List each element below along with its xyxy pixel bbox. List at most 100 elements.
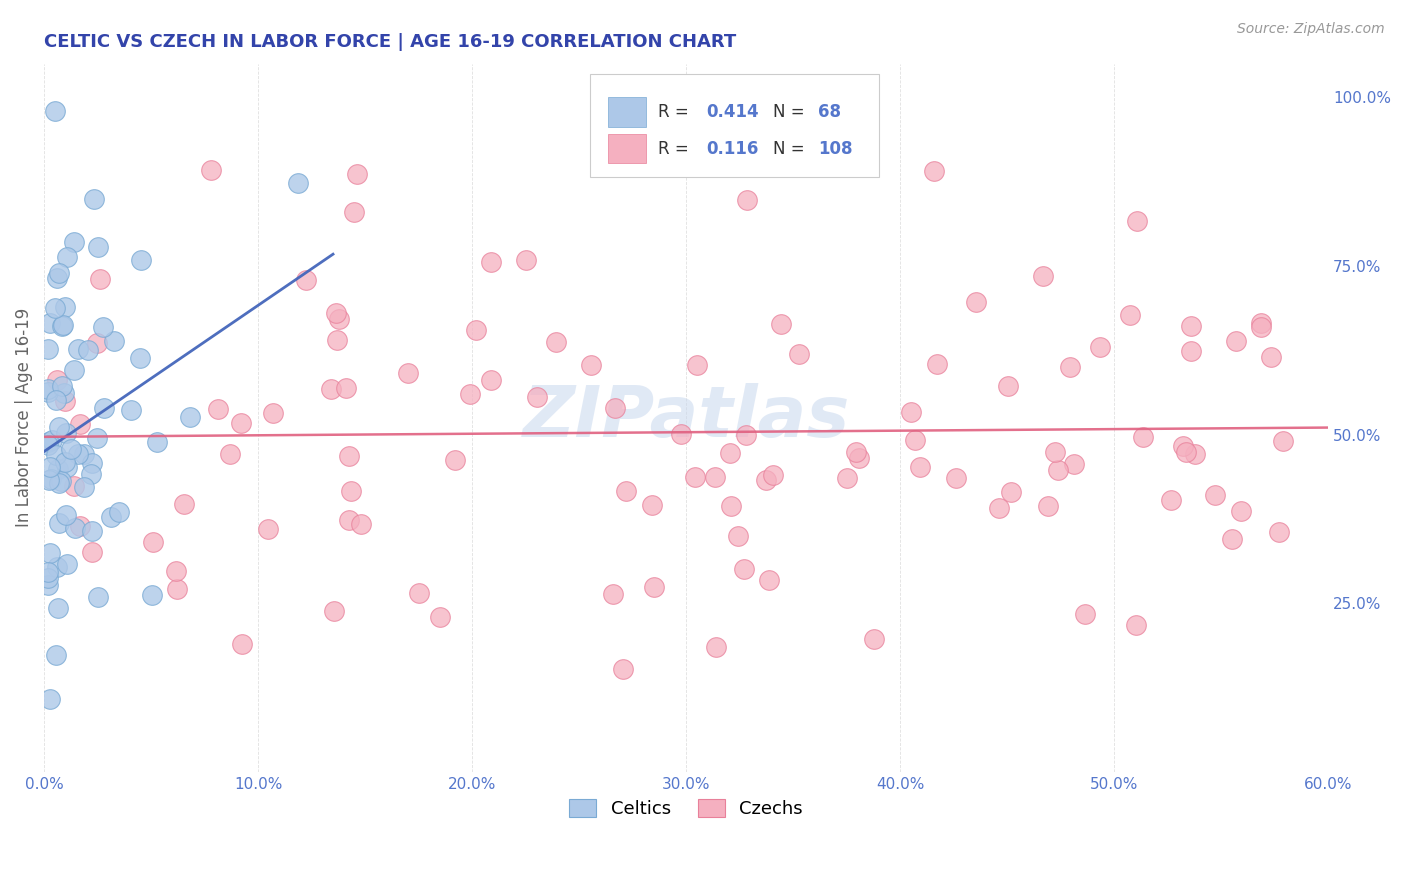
- Point: [328, 311, 350, 326]
- Point: [762, 467, 785, 482]
- FancyBboxPatch shape: [607, 97, 647, 127]
- Point: [845, 444, 868, 458]
- Point: [515, 252, 537, 267]
- Point: [908, 459, 931, 474]
- Point: [900, 405, 922, 419]
- Point: [52, 318, 75, 333]
- Point: [326, 334, 349, 348]
- Point: [1205, 488, 1227, 502]
- Point: [322, 604, 344, 618]
- Text: R =: R =: [658, 139, 695, 158]
- Point: [614, 484, 637, 499]
- Point: [770, 317, 793, 331]
- Point: [1160, 493, 1182, 508]
- Point: [165, 564, 187, 578]
- Point: [41, 434, 63, 448]
- Text: CELTIC VS CZECH IN LABOR FORCE | AGE 16-19 CORRELATION CHART: CELTIC VS CZECH IN LABOR FORCE | AGE 16-…: [44, 33, 737, 51]
- Point: [350, 516, 373, 531]
- Point: [997, 379, 1019, 393]
- Point: [37, 565, 59, 579]
- Point: [45, 448, 67, 462]
- Point: [396, 366, 419, 380]
- Point: [863, 632, 886, 646]
- Point: [325, 305, 347, 319]
- Point: [93, 401, 115, 416]
- Point: [63, 479, 86, 493]
- Point: [1225, 334, 1247, 349]
- Point: [837, 471, 859, 485]
- Point: [605, 401, 627, 416]
- Point: [925, 357, 948, 371]
- Point: [464, 323, 486, 337]
- Text: Source: ZipAtlas.com: Source: ZipAtlas.com: [1237, 22, 1385, 37]
- Point: [848, 451, 870, 466]
- Point: [1132, 430, 1154, 444]
- Point: [207, 401, 229, 416]
- Point: [56, 459, 79, 474]
- Point: [37, 382, 59, 396]
- Point: [69, 519, 91, 533]
- Point: [1222, 532, 1244, 546]
- Point: [720, 499, 742, 513]
- Point: [200, 163, 222, 178]
- Point: [429, 610, 451, 624]
- Point: [73, 447, 96, 461]
- Point: [38, 692, 60, 706]
- Point: [343, 204, 366, 219]
- Point: [82, 456, 104, 470]
- Point: [51, 318, 73, 333]
- Point: [53, 300, 76, 314]
- Point: [1036, 499, 1059, 513]
- Point: [91, 320, 114, 334]
- Point: [166, 582, 188, 596]
- Text: 68: 68: [818, 103, 841, 120]
- Point: [922, 164, 945, 178]
- Point: [141, 588, 163, 602]
- Point: [526, 390, 548, 404]
- Point: [45, 373, 67, 387]
- Point: [52, 385, 75, 400]
- Point: [987, 500, 1010, 515]
- Point: [1180, 343, 1202, 358]
- Point: [1174, 444, 1197, 458]
- Point: [544, 335, 567, 350]
- Point: [108, 505, 131, 519]
- Point: [1173, 439, 1195, 453]
- Point: [56, 250, 79, 264]
- Point: [686, 358, 709, 372]
- Point: [67, 447, 90, 461]
- Point: [581, 358, 603, 372]
- Point: [48, 420, 70, 434]
- Text: R =: R =: [658, 103, 695, 120]
- Point: [55, 425, 77, 440]
- Point: [55, 508, 77, 522]
- Point: [337, 513, 360, 527]
- Point: [77, 343, 100, 358]
- Point: [1000, 485, 1022, 500]
- Point: [340, 483, 363, 498]
- Point: [53, 393, 76, 408]
- Point: [37, 342, 59, 356]
- Point: [67, 342, 90, 356]
- Point: [69, 417, 91, 431]
- Point: [80, 467, 103, 481]
- Point: [37, 571, 59, 585]
- Point: [45, 270, 67, 285]
- Point: [63, 521, 86, 535]
- Point: [479, 373, 502, 387]
- Point: [80, 524, 103, 539]
- Point: [142, 535, 165, 549]
- Legend: Celtics, Czechs: Celtics, Czechs: [562, 791, 810, 825]
- Point: [103, 334, 125, 348]
- Point: [37, 438, 59, 452]
- Point: [479, 255, 502, 269]
- Point: [640, 499, 662, 513]
- Point: [1063, 457, 1085, 471]
- Point: [1090, 340, 1112, 354]
- Point: [758, 574, 780, 588]
- Point: [39, 460, 62, 475]
- Point: [1126, 213, 1149, 227]
- Point: [48, 266, 70, 280]
- Point: [755, 474, 778, 488]
- Point: [86, 335, 108, 350]
